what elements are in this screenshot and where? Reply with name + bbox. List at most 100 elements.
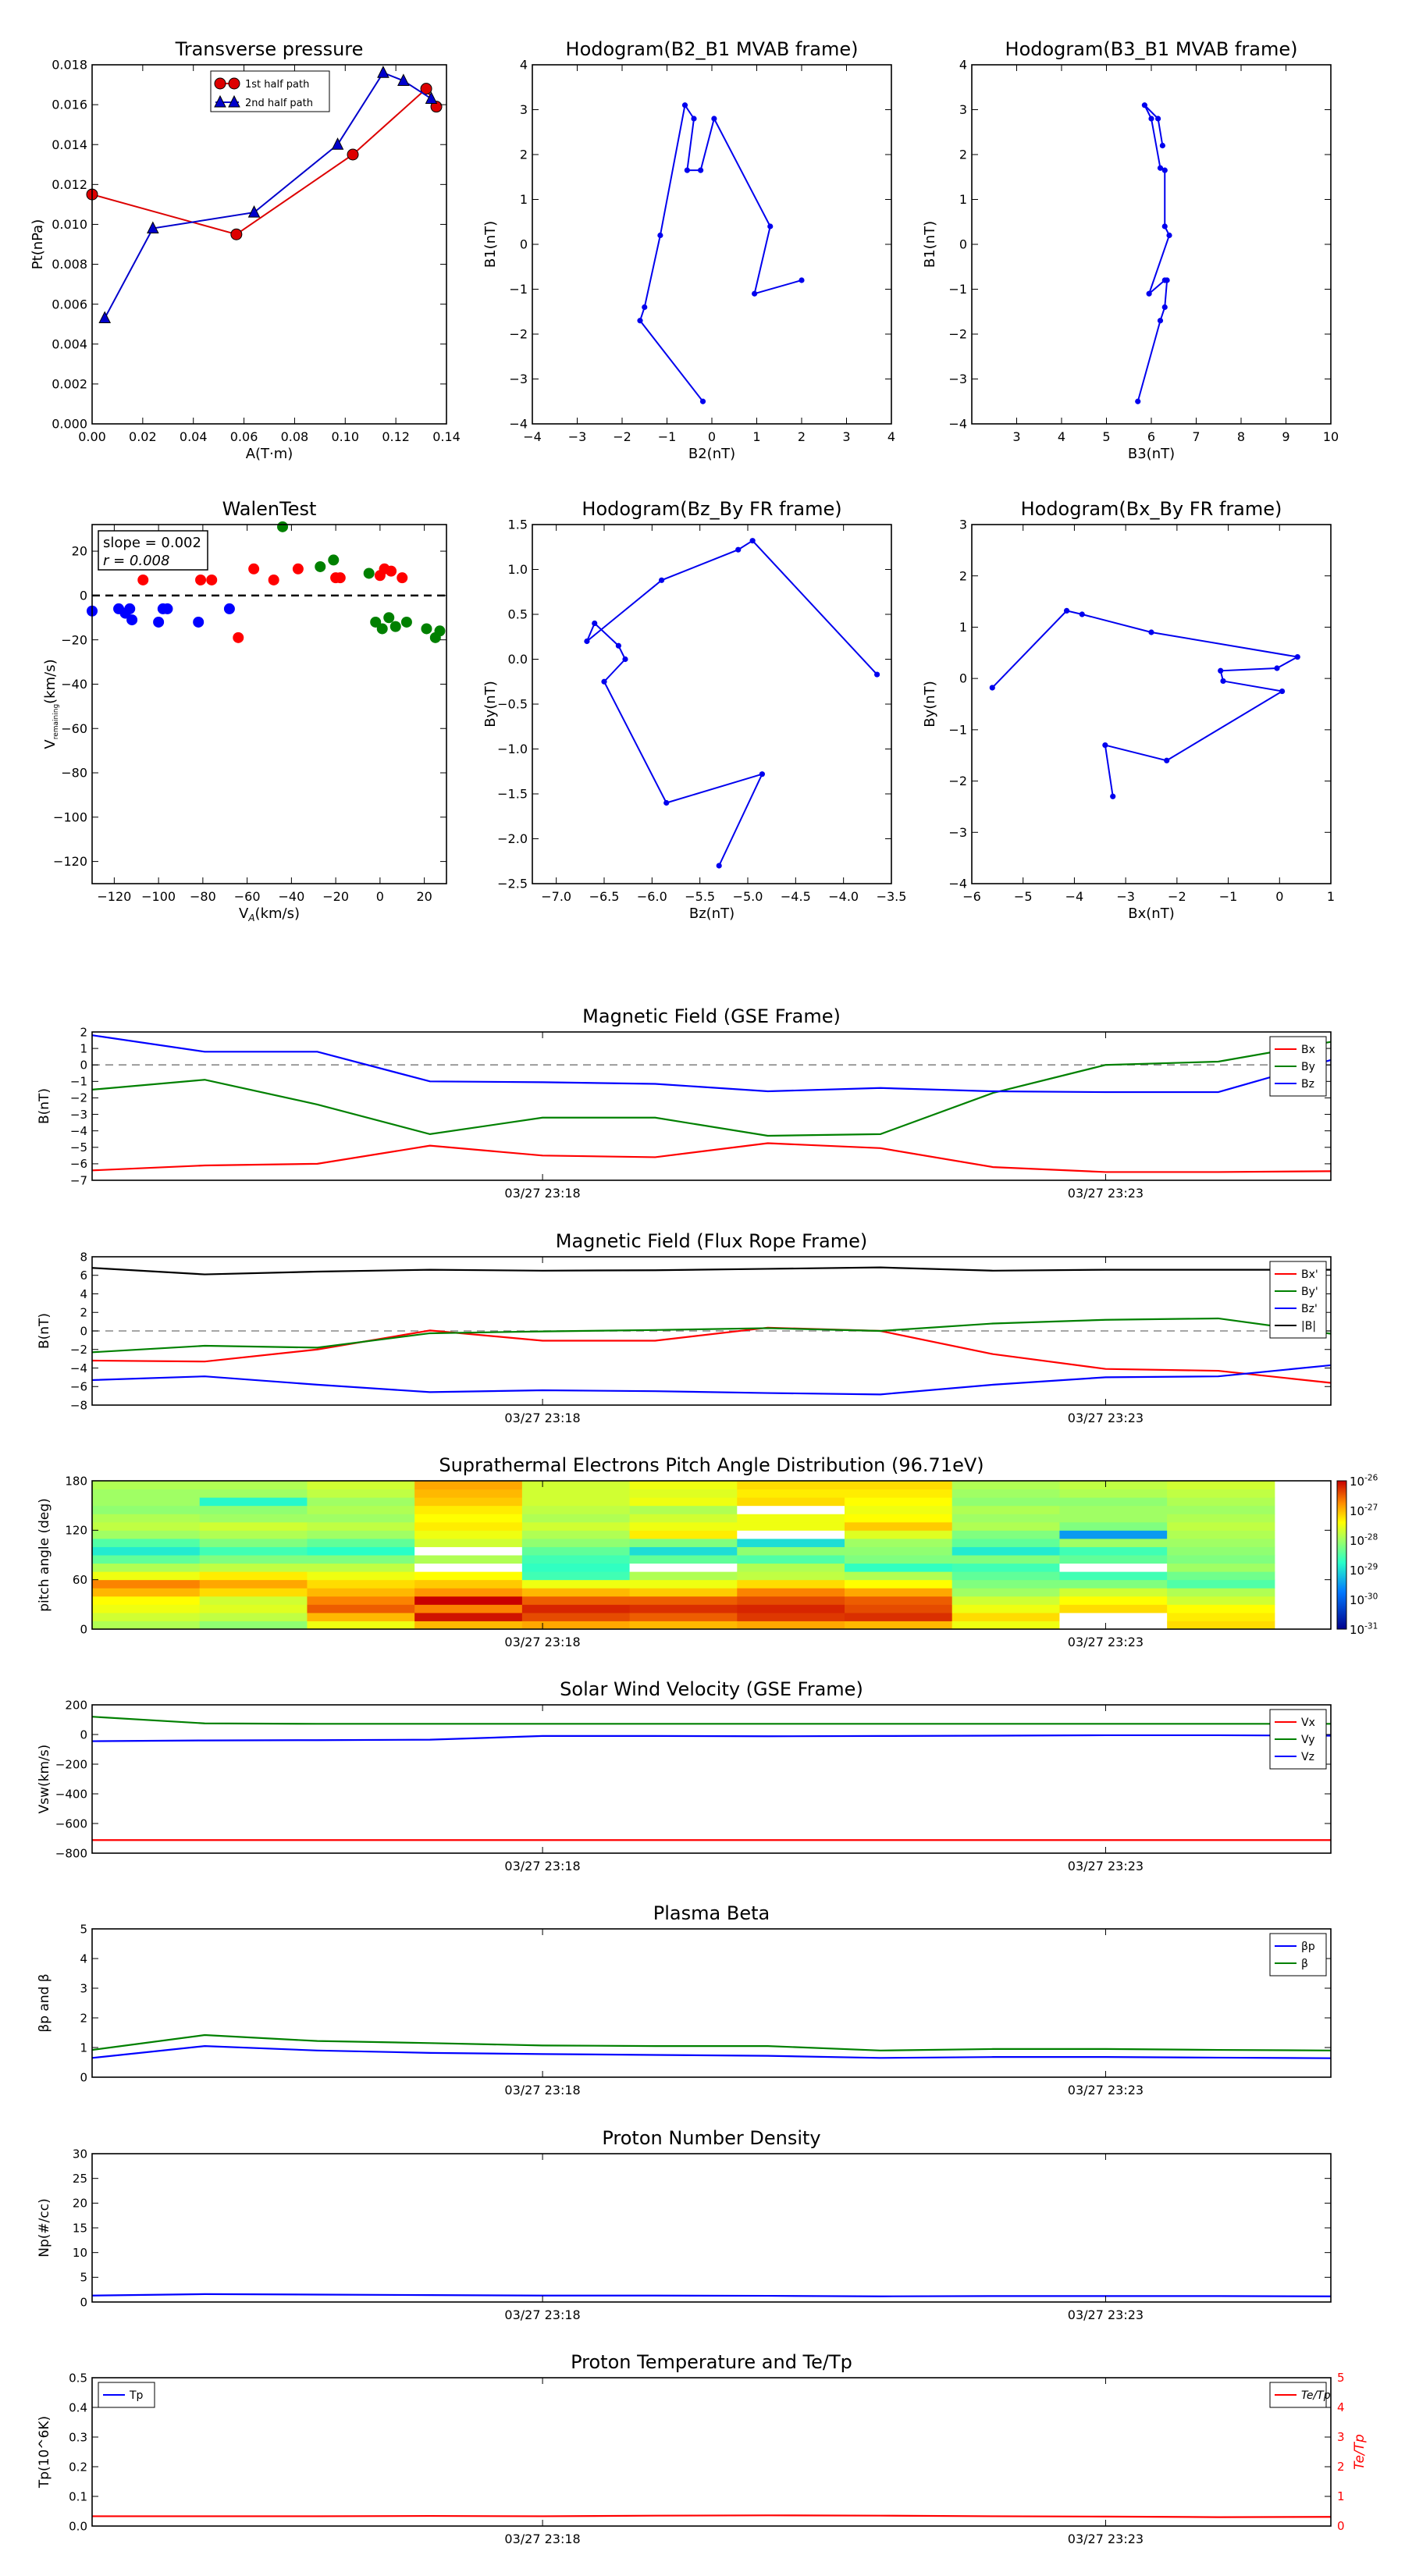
heatmap-cell — [629, 1481, 738, 1490]
heatmap-cell — [629, 1563, 738, 1572]
chart-vsw: −800 −600 −400 −200 0 200 03/27 23:18 03/27 23:… — [37, 1678, 1332, 1873]
heatmap-cell — [521, 1555, 631, 1564]
x-tick-label: 8 — [1237, 429, 1245, 444]
heatmap-cell — [951, 1489, 1060, 1498]
x-tick-label: −4.5 — [781, 889, 811, 904]
heatmap-cell — [629, 1530, 738, 1539]
colorbar-label: 10-31 — [1350, 1621, 1378, 1637]
heatmap-cell — [521, 1579, 631, 1589]
x-tick-label: 1 — [752, 429, 760, 444]
data-point — [735, 546, 742, 553]
y-tick-label: −100 — [53, 809, 87, 824]
y-tick-label: 0.0 — [69, 2519, 87, 2533]
y-tick-label: −5 — [70, 1140, 87, 1155]
legend-label: Bx — [1301, 1044, 1315, 1056]
y-tick-label: 1 — [959, 620, 967, 635]
data-point — [214, 94, 226, 108]
chart-hxy: −4 −3 −2 −1 0 1 2 3 −6 −5 −4 −3 −2 −1 0 1 Hodogram(Bx_By… — [922, 498, 1335, 922]
heatmap-cell — [1167, 1538, 1275, 1547]
heatmap-cell — [414, 1481, 523, 1490]
y-tick-label: −400 — [55, 1787, 87, 1801]
x-tick-label: −40 — [278, 889, 304, 904]
data-point — [699, 398, 706, 404]
y-tick-label: 1 — [959, 192, 967, 207]
data-point — [691, 116, 697, 122]
legend-label: β — [1301, 1958, 1308, 1970]
heatmap-cell — [521, 1538, 631, 1547]
series-line — [91, 2293, 1332, 2297]
heatmap-cell — [951, 1530, 1060, 1539]
y-tick-label: 2 — [80, 1306, 87, 1320]
y-tick-label: −1 — [948, 722, 967, 737]
heatmap-cell — [521, 1621, 631, 1630]
chart-tp: 0.000 0.002 0.004 0.006 0.008 0.010 0.012 0.014… — [30, 38, 461, 462]
data-point — [247, 205, 261, 218]
heatmap-cell — [1167, 1579, 1275, 1589]
series-line — [91, 1266, 1331, 1276]
heatmap-cell — [951, 1546, 1060, 1556]
plot-frame — [91, 2377, 1332, 2527]
chart-title: Magnetic Field (GSE Frame) — [582, 1005, 841, 1027]
heatmap-cell — [414, 1530, 523, 1539]
data-point — [584, 638, 590, 645]
data-point — [601, 678, 607, 685]
x-tick-label: 03/27 23:23 — [1068, 1411, 1144, 1425]
slope-annotation: slope = 0.002 — [103, 535, 201, 551]
data-point — [277, 521, 289, 532]
heatmap-cell — [629, 1546, 738, 1556]
heatmap-cell — [629, 1489, 738, 1498]
data-point — [989, 685, 995, 691]
y-tick-label: 180 — [65, 1474, 87, 1488]
y-tick-label: −4 — [70, 1124, 87, 1138]
data-point — [1157, 165, 1164, 171]
x-tick-label: −1 — [658, 429, 677, 444]
heatmap-cell — [521, 1546, 631, 1556]
series-line — [91, 1716, 1331, 1725]
y-tick-label: 0.5 — [69, 2371, 87, 2385]
y-right-tick-label: 3 — [1337, 2430, 1345, 2444]
legend-label: Vy — [1301, 1734, 1315, 1746]
y-tick-label: −2 — [948, 327, 967, 342]
y-axis-label: βp and β — [37, 1973, 52, 2032]
y-tick-label: 30 — [73, 2147, 87, 2161]
heatmap-cell — [629, 1621, 738, 1630]
data-point — [1220, 678, 1226, 685]
heatmap-cell — [845, 1521, 953, 1531]
heatmap-cell — [92, 1588, 201, 1597]
data-point — [1294, 653, 1300, 660]
data-point — [1102, 742, 1108, 749]
chart-title: Solar Wind Velocity (GSE Frame) — [560, 1678, 863, 1700]
y-axis-label: pitch angle (deg) — [37, 1498, 52, 1612]
heatmap-cell — [1167, 1571, 1275, 1581]
heatmap-cell — [845, 1604, 953, 1614]
chart-np: 0 5 10 15 20 25 30 03/27 23:18 03/27 23:23 Proton… — [37, 2127, 1332, 2322]
heatmap-cell — [737, 1481, 845, 1490]
heatmap-cell — [629, 1555, 738, 1564]
y-tick-label: −3 — [948, 825, 967, 840]
heatmap-cell — [92, 1621, 201, 1630]
data-point — [162, 603, 173, 614]
heatmap-cell — [629, 1497, 738, 1507]
y-axis-label: Vsw(km/s) — [37, 1745, 52, 1814]
plot-frame — [91, 1031, 1332, 1181]
heatmap-cell — [414, 1546, 523, 1556]
heatmap-cell — [737, 1563, 845, 1572]
data-point — [1164, 757, 1170, 763]
y-tick-label: 20 — [73, 2197, 87, 2211]
heatmap-cell — [951, 1612, 1060, 1621]
data-point — [1166, 232, 1172, 239]
data-point — [383, 612, 395, 624]
x-tick-label: 0.04 — [180, 429, 208, 444]
y-tick-label: −2.5 — [497, 877, 528, 891]
x-tick-label: 03/27 23:18 — [504, 2307, 580, 2322]
y-tick-label: 1.0 — [508, 562, 528, 577]
data-point — [681, 102, 688, 109]
data-point — [1218, 667, 1224, 674]
x-tick-label: 0 — [708, 429, 716, 444]
heatmap-cell — [1167, 1604, 1275, 1614]
series-line — [91, 2033, 1332, 2051]
chart-mag_gse: −7 −6 −5 −4 −3 −2 −1 0 1 2 03/27 23:18 03/27 23:23 M… — [37, 1005, 1332, 1201]
heatmap-cell — [951, 1588, 1060, 1597]
y-tick-label: −2 — [70, 1091, 87, 1105]
y-tick-label: 0.016 — [52, 98, 87, 112]
